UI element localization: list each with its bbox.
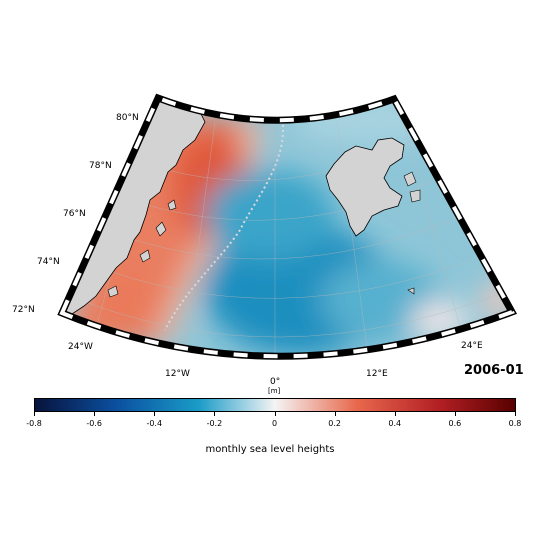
greenland-land <box>62 98 206 315</box>
colorbar-tick <box>515 412 516 416</box>
colorbar-tick-label: -0.6 <box>86 419 102 428</box>
colorbar-tick-label: 0 <box>271 419 278 428</box>
lat-label-80: 80°N <box>116 113 139 123</box>
lat-label-74: 74°N <box>37 257 60 267</box>
colorbar-title: monthly sea level heights <box>205 444 335 455</box>
lon-label-24w: 24°W <box>68 342 93 352</box>
colorbar-tick-label: -0.4 <box>146 419 163 428</box>
date-label: 2006-01 <box>464 363 524 378</box>
lon-label-0: 0° <box>270 377 281 387</box>
lon-label-12w: 12°W <box>165 369 190 379</box>
colorbar-tick <box>94 412 96 416</box>
colorbar-tick-label: -0.2 <box>206 419 223 428</box>
colorbar-tick <box>394 412 396 416</box>
colorbar-tick-label: 0.4 <box>388 419 402 428</box>
lon-label-12e: 12°E <box>366 369 388 379</box>
lat-label-78: 78°N <box>89 161 112 171</box>
lon-label-24e: 24°E <box>461 341 483 351</box>
svalbard-islands <box>403 171 421 295</box>
lat-label-76: 76°N <box>63 209 86 219</box>
greenland-coast-islands <box>107 199 177 298</box>
colorbar-unit: [m] <box>268 387 281 395</box>
colorbar-tick <box>214 412 216 416</box>
colorbar-tick <box>334 412 336 416</box>
map-frame <box>57 93 518 360</box>
svalbard-land <box>325 137 405 237</box>
colorbar <box>34 398 516 412</box>
colorbar-tick <box>274 412 276 416</box>
colorbar-tick <box>454 412 456 416</box>
lat-label-72: 72°N <box>12 305 35 315</box>
colorbar-tick <box>34 412 35 416</box>
colorbar-tick-label: -0.8 <box>26 419 42 428</box>
colorbar-tick-label: 0.6 <box>448 419 462 428</box>
colorbar-tick <box>154 412 156 416</box>
colorbar-tick-label: 0.2 <box>328 419 341 428</box>
colorbar-tick-label: 0.8 <box>508 419 522 428</box>
